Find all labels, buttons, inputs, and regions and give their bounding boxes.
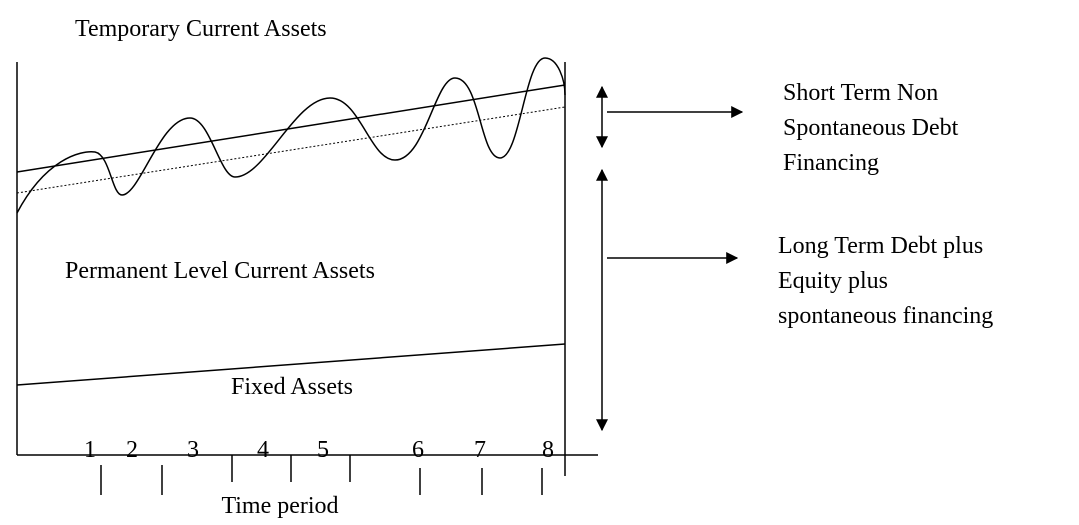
fixed-label: Fixed Assets (231, 374, 353, 400)
annotation-line: Spontaneous Debt (783, 115, 959, 141)
permanent-label: Permanent Level Current Assets (65, 258, 375, 284)
dotted-line (16, 106, 566, 194)
x-tick-label: 5 (317, 437, 329, 463)
annotation-line: spontaneous financing (778, 303, 993, 329)
x-tick-label: 2 (126, 437, 138, 463)
x-tick-label: 7 (474, 437, 486, 463)
title: Temporary Current Assets (75, 16, 327, 42)
ticks (100, 455, 543, 495)
fixed-line (16, 343, 566, 386)
annotation-line: Short Term Non (783, 80, 938, 106)
x-tick-label: 1 (84, 437, 96, 463)
x-tick-label: 4 (257, 437, 269, 463)
wave (16, 57, 566, 214)
x-tick-label: 3 (187, 437, 199, 463)
annotation-line: Equity plus (778, 268, 888, 294)
x-axis-title: Time period (221, 493, 338, 519)
x-tick-label: 8 (542, 437, 554, 463)
x-tick-label: 6 (412, 437, 424, 463)
annotation-line: Financing (783, 150, 879, 176)
annotation-line: Long Term Debt plus (778, 233, 983, 259)
